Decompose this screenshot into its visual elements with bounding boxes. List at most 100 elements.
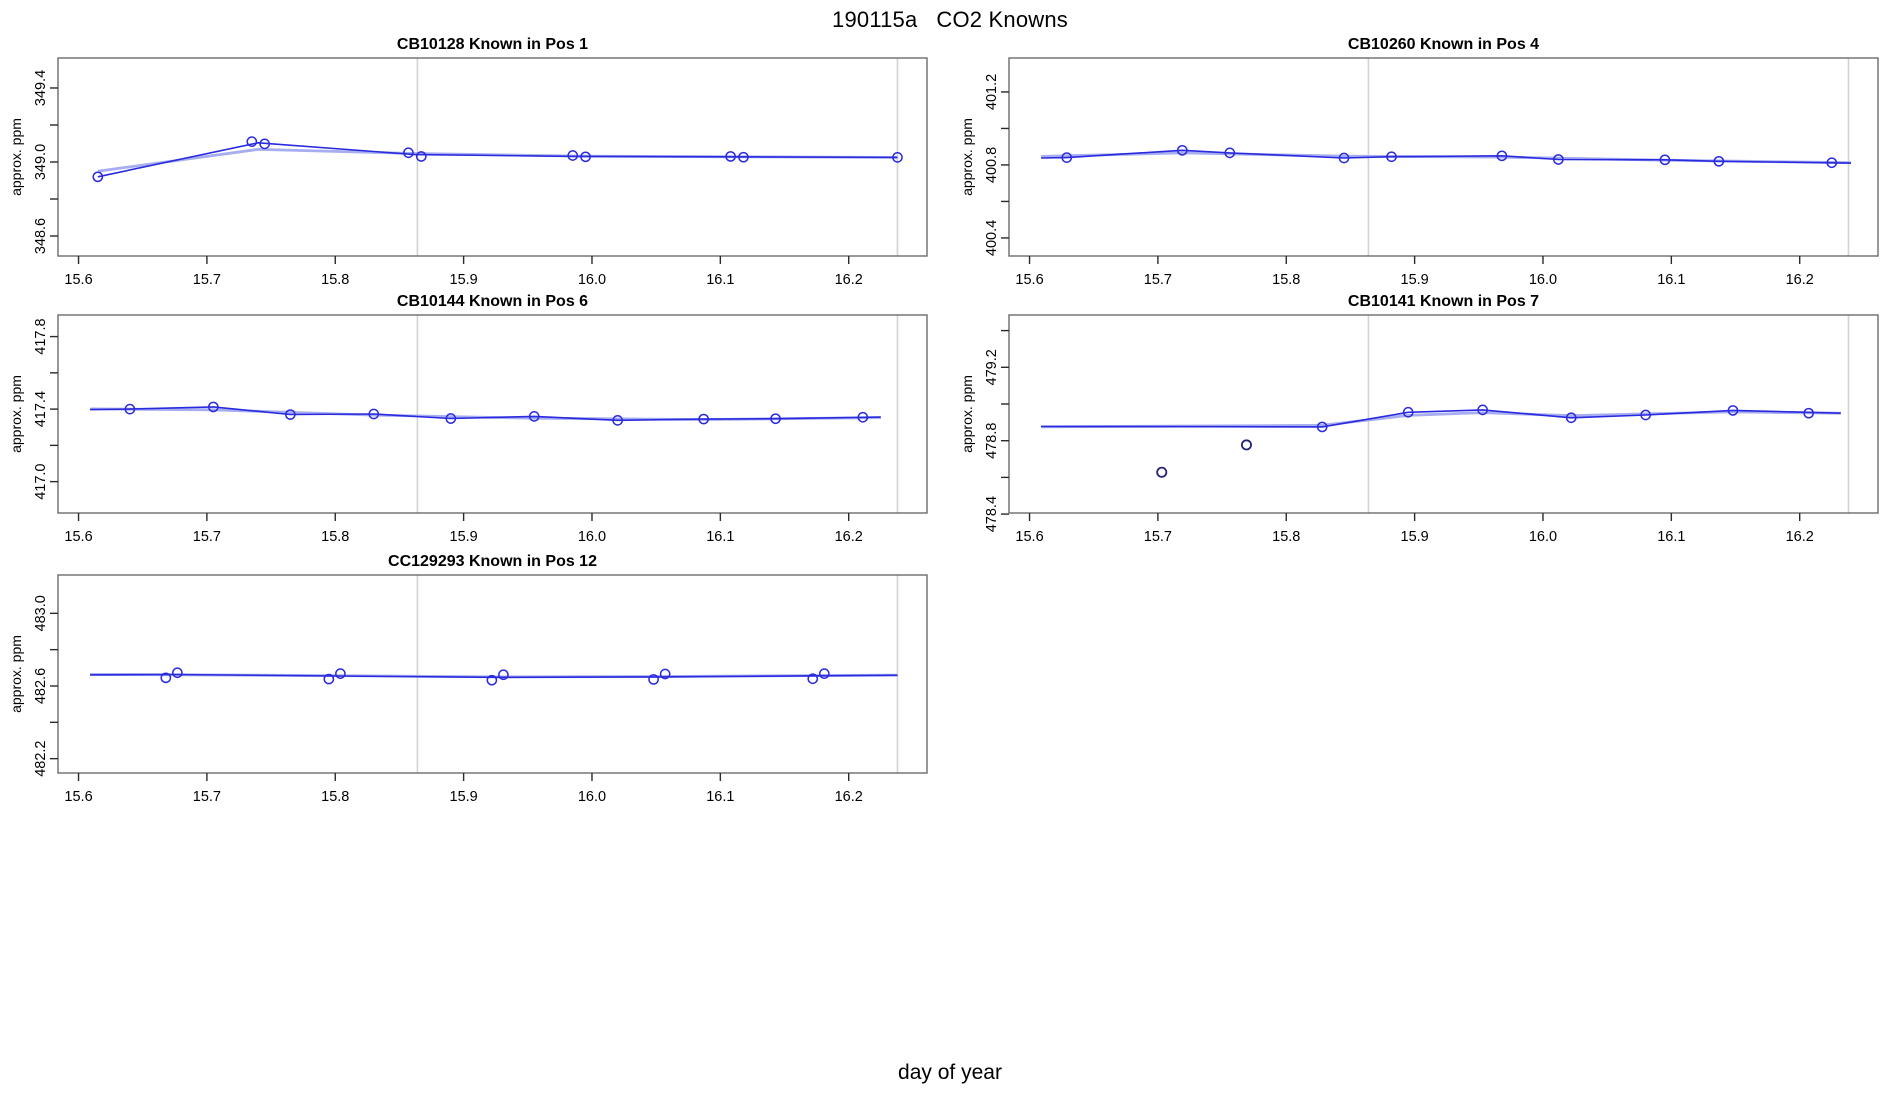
panel-title: CB10260 Known in Pos 4 — [1348, 36, 1539, 53]
x-tick-label: 16.1 — [1657, 529, 1685, 545]
x-tick-label: 15.9 — [1401, 272, 1429, 288]
data-point — [857, 411, 869, 423]
x-tick-label: 15.8 — [321, 529, 349, 545]
data-point — [1224, 147, 1236, 159]
data-point — [892, 152, 903, 163]
data-point — [284, 409, 296, 420]
x-tick-label: 16.0 — [578, 529, 606, 545]
data-point — [818, 668, 830, 679]
data-point — [1176, 144, 1188, 156]
data-point — [1496, 150, 1508, 162]
y-tick-label: 483.0 — [33, 595, 49, 631]
data-point — [92, 171, 104, 183]
y-axis-label: approx. ppm — [959, 118, 975, 196]
data-point — [659, 668, 671, 680]
data-point — [1713, 155, 1725, 167]
x-tick-label: 15.9 — [450, 529, 478, 545]
data-point — [160, 672, 172, 684]
data-point — [368, 408, 380, 420]
y-tick-label: 400.4 — [984, 220, 1000, 256]
data-point — [335, 668, 346, 679]
x-tick-label: 16.1 — [706, 789, 734, 805]
data-point — [1565, 412, 1577, 424]
x-tick-label: 15.7 — [1144, 272, 1172, 288]
outlier-point — [1156, 466, 1168, 478]
data-point — [770, 413, 781, 425]
y-tick-label: 478.4 — [984, 496, 1000, 532]
data-point — [1316, 421, 1328, 433]
x-tick-label: 16.0 — [578, 789, 606, 805]
data-point — [124, 403, 136, 415]
y-tick-label: 348.6 — [33, 218, 49, 254]
y-tick-label: 349.4 — [33, 70, 49, 106]
y-tick-label: 401.2 — [984, 74, 1000, 110]
data-point — [486, 674, 498, 686]
x-axis-title: day of year — [898, 1061, 1002, 1084]
y-axis-label: approx. ppm — [8, 635, 24, 713]
x-tick-label: 16.0 — [578, 272, 606, 288]
y-tick-label: 400.8 — [984, 147, 1000, 183]
panel-box — [57, 314, 928, 514]
data-point — [1061, 152, 1073, 163]
panel-box — [1008, 57, 1879, 257]
data-point — [498, 669, 509, 681]
x-tick-label: 15.6 — [64, 272, 92, 288]
x-tick-label: 16.1 — [706, 272, 734, 288]
x-tick-label: 15.8 — [1272, 529, 1300, 545]
x-tick-label: 16.1 — [706, 529, 734, 545]
panel-box — [57, 57, 928, 257]
data-line — [1041, 409, 1841, 428]
x-tick-label: 16.2 — [1786, 272, 1814, 288]
x-tick-label: 16.0 — [1529, 272, 1557, 288]
data-point — [580, 151, 591, 163]
data-point — [807, 673, 819, 685]
panel-title: CB10128 Known in Pos 1 — [397, 36, 588, 53]
x-tick-label: 15.8 — [321, 272, 349, 288]
panel-box — [57, 574, 928, 774]
x-tick-label: 15.6 — [1015, 529, 1043, 545]
x-tick-label: 15.6 — [64, 789, 92, 805]
x-tick-label: 15.9 — [1401, 529, 1429, 545]
data-line — [1041, 149, 1852, 164]
data-point — [1727, 405, 1739, 416]
y-tick-label: 417.4 — [33, 391, 49, 427]
x-tick-label: 15.7 — [193, 789, 221, 805]
data-point — [1659, 154, 1671, 166]
x-tick-label: 15.9 — [450, 789, 478, 805]
y-tick-label: 479.2 — [984, 349, 1000, 385]
smooth-fit-line — [97, 147, 898, 173]
data-point — [323, 673, 335, 685]
x-tick-label: 15.8 — [321, 789, 349, 805]
data-point — [172, 667, 183, 679]
data-point — [1386, 151, 1397, 163]
data-point — [1338, 152, 1350, 164]
data-point — [528, 411, 540, 422]
x-tick-label: 15.7 — [193, 272, 221, 288]
data-point — [445, 413, 457, 424]
main-title: 190115a CO2 Knowns — [832, 7, 1068, 32]
data-point — [648, 674, 659, 685]
data-point — [567, 150, 579, 161]
panel-title: CB10141 Known in Pos 7 — [1348, 293, 1539, 310]
y-tick-label: 478.8 — [984, 423, 1000, 459]
panel-title: CC129293 Known in Pos 12 — [388, 553, 597, 570]
x-tick-label: 16.1 — [1657, 272, 1685, 288]
x-tick-label: 15.7 — [193, 529, 221, 545]
smooth-fit-line — [1041, 410, 1841, 429]
data-line — [90, 406, 881, 422]
data-point — [1803, 407, 1815, 419]
outlier-point — [1240, 439, 1252, 451]
panel-box — [1008, 314, 1879, 514]
x-tick-label: 15.8 — [1272, 272, 1300, 288]
x-tick-label: 16.2 — [835, 272, 863, 288]
data-point — [612, 414, 624, 426]
x-tick-label: 16.2 — [835, 789, 863, 805]
data-point — [259, 138, 271, 150]
x-tick-label: 16.2 — [1786, 529, 1814, 545]
data-point — [698, 413, 710, 425]
y-axis-label: approx. ppm — [959, 375, 975, 453]
data-point — [1640, 409, 1652, 421]
y-tick-label: 482.6 — [33, 668, 49, 704]
